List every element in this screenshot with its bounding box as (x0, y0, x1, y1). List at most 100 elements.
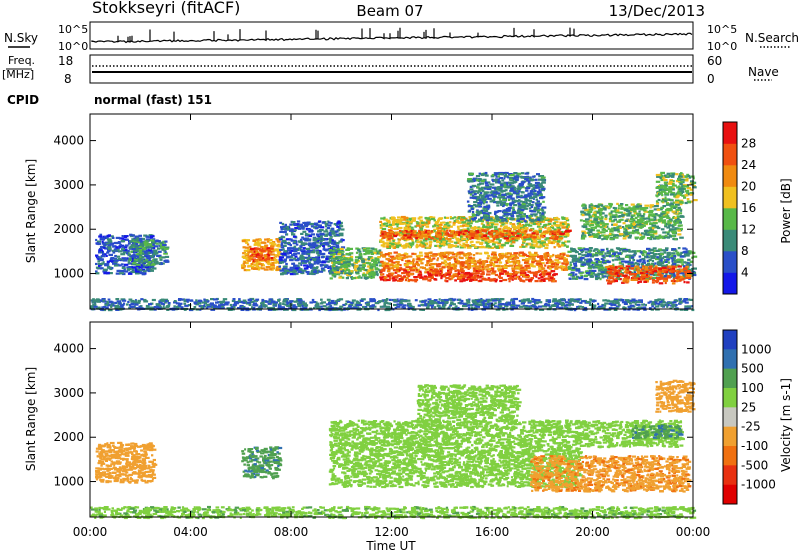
heatmap-cell (502, 228, 505, 231)
heatmap-cell (553, 231, 556, 234)
heatmap-cell (664, 260, 668, 263)
heatmap-cell (150, 235, 155, 238)
heatmap-cell (393, 234, 397, 238)
heatmap-cell (498, 232, 502, 236)
heatmap-cell (595, 258, 599, 261)
heatmap-cell (346, 274, 351, 277)
heatmap-cell (524, 261, 527, 264)
heatmap-cell (385, 258, 390, 261)
heatmap-cell (543, 279, 546, 282)
heatmap-cell (565, 234, 570, 237)
heatmap-cell (458, 276, 463, 279)
heatmap-cell (478, 218, 483, 221)
heatmap-cell (510, 179, 515, 182)
heatmap-cell (145, 252, 150, 255)
heatmap-cell (454, 274, 459, 277)
heatmap-cell (453, 216, 457, 219)
heatmap-cell (483, 193, 486, 196)
heatmap-cell (151, 251, 154, 254)
heatmap-cell (95, 238, 98, 242)
heatmap-cell (117, 258, 121, 261)
heatmap-cell (641, 252, 645, 255)
heatmap-cell (282, 267, 288, 270)
heatmap-cell (485, 201, 488, 204)
heatmap-cell (481, 271, 485, 274)
heatmap-cell (523, 234, 527, 237)
heatmap-cell (465, 224, 470, 227)
heatmap-cell (244, 246, 249, 249)
heatmap-cell (676, 261, 682, 264)
heatmap-cell (413, 235, 418, 238)
heatmap-cell (409, 267, 412, 270)
heatmap-cell (296, 220, 301, 223)
heatmap-cell (541, 236, 545, 239)
heatmap-cell (482, 237, 486, 241)
heatmap-cell (342, 257, 347, 260)
heatmap-cell (543, 223, 548, 227)
heatmap-cell (286, 255, 291, 258)
heatmap-cell (489, 183, 495, 186)
heatmap-cell (265, 245, 268, 248)
heatmap-cell (484, 236, 488, 239)
heatmap-cell (313, 262, 316, 265)
heatmap-cell (447, 267, 451, 270)
heatmap-cell (486, 187, 492, 191)
heatmap-cell (558, 227, 562, 230)
heatmap-cell (345, 257, 348, 260)
heatmap-cell (487, 254, 490, 258)
heatmap-cell (547, 222, 552, 225)
heatmap-cell (503, 189, 506, 193)
heatmap-cell (492, 195, 498, 198)
heatmap-cell (594, 263, 600, 266)
heatmap-cell (159, 258, 163, 261)
heatmap-cell (540, 262, 545, 265)
heatmap-cell (143, 241, 149, 244)
heatmap-cell (673, 276, 676, 279)
heatmap-cell (307, 243, 312, 247)
heatmap-cell (451, 245, 456, 248)
heatmap-cell (150, 236, 153, 239)
heatmap-cell (456, 269, 460, 272)
heatmap-cell (240, 264, 244, 267)
heatmap-cell (474, 205, 479, 208)
heatmap-cell (445, 280, 449, 283)
heatmap-cell (417, 254, 421, 257)
heatmap-cell (628, 250, 634, 253)
heatmap-cell (490, 253, 495, 256)
heatmap-cell (510, 213, 513, 216)
heatmap-cell (502, 226, 508, 229)
heatmap-cell (544, 226, 547, 229)
heatmap-cell (299, 257, 303, 261)
heatmap-cell (120, 269, 125, 273)
heatmap-cell (269, 252, 272, 255)
heatmap-cell (453, 263, 457, 266)
heatmap-cell (247, 264, 253, 267)
heatmap-cell (335, 257, 339, 260)
heatmap-cell (112, 262, 116, 265)
heatmap-cell (537, 277, 541, 280)
heatmap-cell (429, 269, 433, 272)
heatmap-cell (436, 259, 439, 262)
heatmap-cell (420, 262, 424, 265)
heatmap-cell (141, 241, 146, 244)
heatmap-cell (311, 242, 317, 245)
heatmap-cell (328, 272, 334, 275)
heatmap-cell (636, 263, 639, 266)
heatmap-cell (380, 230, 385, 233)
heatmap-cell (134, 235, 140, 238)
heatmap-cell (153, 258, 158, 261)
heatmap-cell (133, 263, 137, 266)
heatmap-cell (441, 229, 444, 232)
heatmap-cell (329, 271, 332, 274)
heatmap-cell (419, 219, 424, 222)
heatmap-cell (473, 274, 478, 278)
heatmap-cell (522, 241, 526, 244)
heatmap-cell (438, 263, 442, 266)
heatmap-cell (475, 252, 479, 255)
heatmap-cell (408, 217, 412, 220)
heatmap-cell (567, 250, 572, 253)
heatmap-cell (135, 243, 139, 246)
heatmap-cell (374, 262, 378, 265)
heatmap-cell (436, 241, 441, 244)
noise-tick-left-top: 10^5 (58, 23, 88, 36)
